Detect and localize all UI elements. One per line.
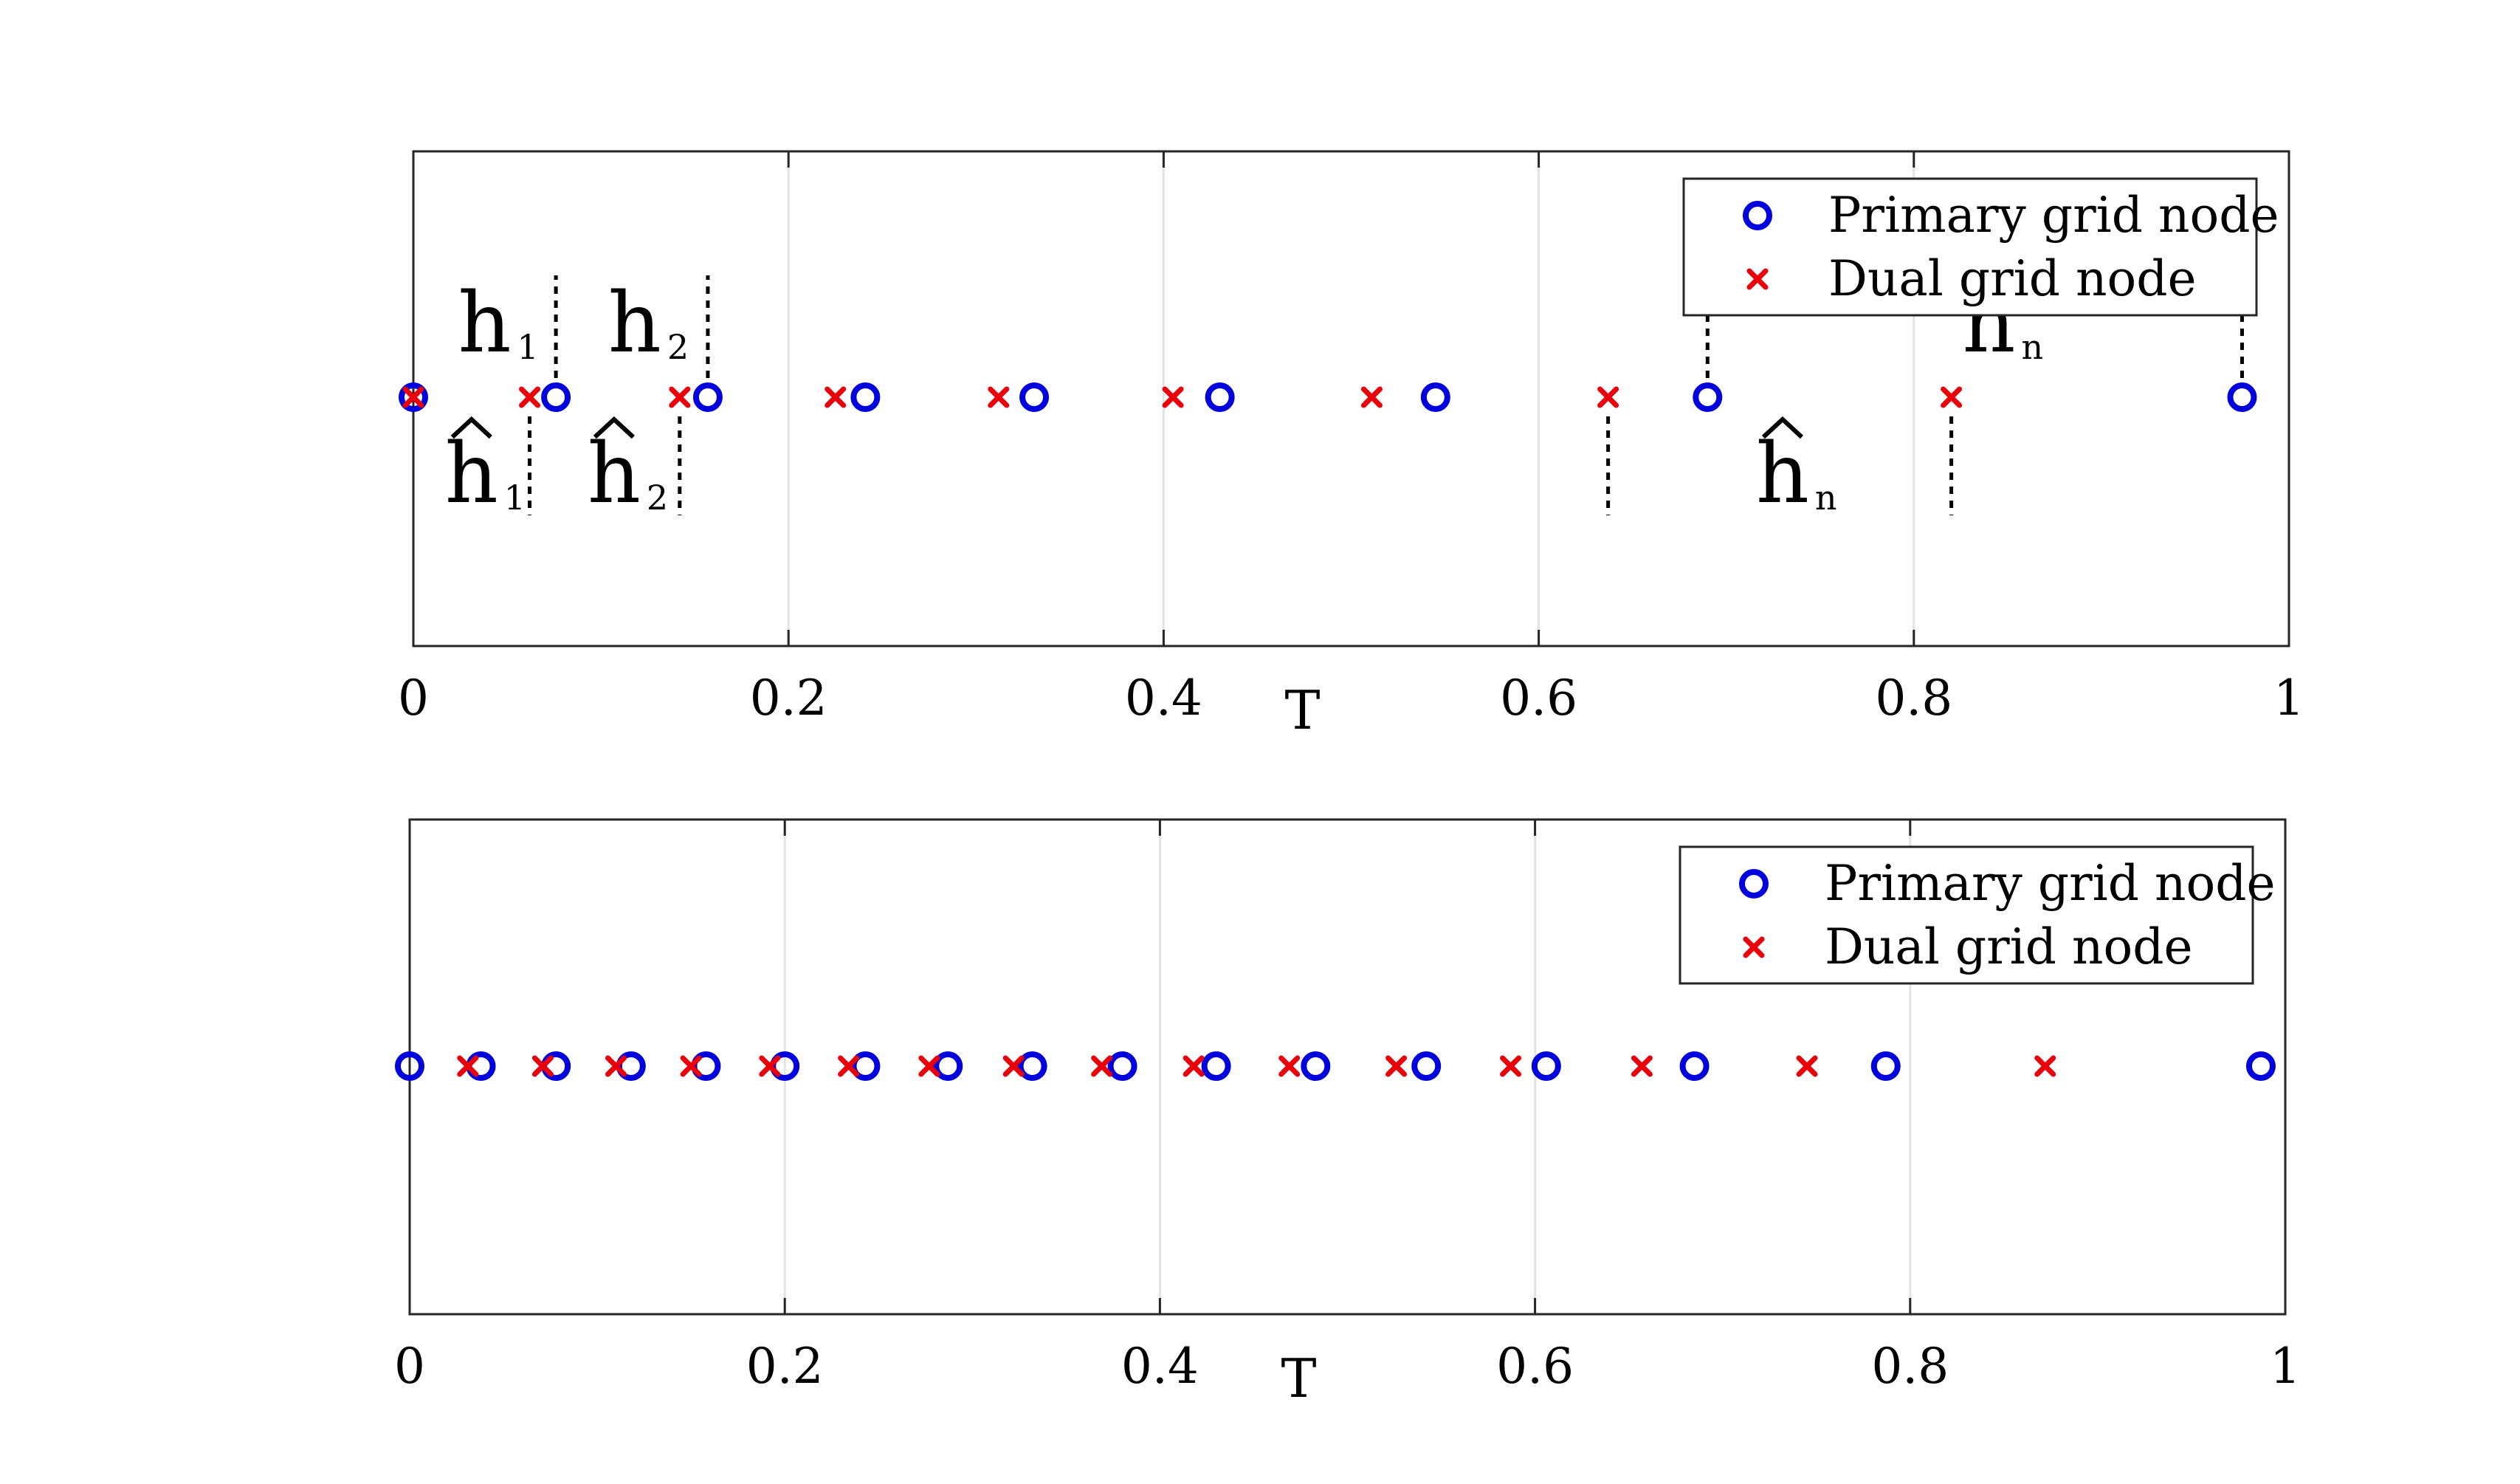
primary-node-marker xyxy=(1679,1051,1710,1081)
x-axis-label: T xyxy=(1284,679,1320,741)
x-tick-label: 0.2 xyxy=(746,1338,824,1395)
legend-entry-label: Dual grid node xyxy=(1828,250,2197,307)
dual-node-marker xyxy=(531,1055,554,1077)
dual-node-marker xyxy=(1597,386,1619,408)
primary-node-marker xyxy=(1693,382,1723,412)
primary-node-marker xyxy=(1017,1051,1047,1081)
primary-node-marker xyxy=(399,382,428,412)
legend-dual-icon xyxy=(1746,268,1769,290)
legend-entry-label: Dual grid node xyxy=(1825,918,2193,975)
dual-node-marker xyxy=(1385,1055,1408,1077)
dual-node-marker xyxy=(680,1055,702,1077)
h-label-subscript: n xyxy=(2021,327,2043,367)
primary-node-marker xyxy=(2245,1051,2276,1081)
primary-node-marker xyxy=(2227,382,2257,412)
dual-node-marker xyxy=(824,386,847,408)
hat-accent xyxy=(1761,416,1803,439)
legend-primary-icon xyxy=(1739,869,1769,899)
legend-box xyxy=(1679,845,2254,985)
dual-node-marker xyxy=(2034,1055,2056,1077)
x-tick-label: 0.6 xyxy=(1496,1338,1574,1395)
x-axis-label: T xyxy=(1281,1347,1316,1409)
x-tick-label: 0.8 xyxy=(1871,1338,1949,1395)
hat-accent xyxy=(593,416,635,439)
dual-node-marker xyxy=(838,1055,860,1077)
legend: Primary grid node Dual grid node xyxy=(1679,845,2276,985)
x-tick-label: 0.6 xyxy=(1500,670,1577,726)
h-label: h xyxy=(608,275,661,371)
dual-node-marker xyxy=(402,386,424,408)
primary-node-marker xyxy=(1870,1051,1901,1081)
dual-node-marker xyxy=(519,386,541,408)
legend-box xyxy=(1682,177,2258,317)
h-label-subscript: 1 xyxy=(517,327,539,367)
dual-node-marker xyxy=(988,386,1010,408)
dual-node-marker xyxy=(918,1055,940,1077)
x-tick-label: 0 xyxy=(394,1338,425,1395)
x-tick-label: 0.8 xyxy=(1875,670,1952,726)
dual-node-marker xyxy=(1941,386,1963,408)
x-tick-label: 1 xyxy=(2270,1338,2301,1395)
axes-box xyxy=(408,818,2287,1316)
h-hat-label: h xyxy=(588,426,641,522)
legend-primary-icon xyxy=(1743,201,1772,230)
primary-node-marker xyxy=(1531,1051,1561,1081)
primary-node-marker xyxy=(395,1051,424,1081)
h-label-subscript: 2 xyxy=(647,478,668,518)
x-tick-label: 0.2 xyxy=(750,670,827,726)
dual-node-marker xyxy=(1162,386,1184,408)
dual-node-marker xyxy=(1500,1055,1522,1077)
x-tick-label: 1 xyxy=(2273,670,2304,726)
primary-node-marker xyxy=(1019,382,1050,412)
primary-node-marker xyxy=(1205,382,1235,412)
h-label-subscript: 1 xyxy=(504,478,526,518)
dual-node-marker xyxy=(605,1055,627,1077)
primary-node-marker xyxy=(933,1051,963,1081)
dual-node-marker xyxy=(1002,1055,1025,1077)
dual-node-marker xyxy=(669,386,691,408)
x-tick-label: 0 xyxy=(398,670,429,726)
dual-node-marker xyxy=(1360,386,1383,408)
legend-entry-label: Primary grid node xyxy=(1825,855,2276,912)
dual-node-marker xyxy=(1631,1055,1653,1077)
dual-node-marker xyxy=(759,1055,781,1077)
hat-accent xyxy=(450,416,492,439)
primary-node-marker xyxy=(1107,1051,1137,1081)
h-label: h xyxy=(458,275,511,371)
h-hat-label: h xyxy=(1756,426,1809,522)
dual-node-marker xyxy=(1091,1055,1113,1077)
primary-node-marker xyxy=(850,1051,881,1081)
dual-node-marker xyxy=(457,1055,479,1077)
legend-dual-icon xyxy=(1743,936,1765,958)
primary-node-marker xyxy=(1420,382,1450,412)
h-hat-label: h xyxy=(445,426,498,522)
x-tick-label: 0.4 xyxy=(1121,1338,1199,1395)
primary-node-marker xyxy=(1411,1051,1442,1081)
primary-node-marker xyxy=(692,382,723,412)
legend-entry-label: Primary grid node xyxy=(1828,187,2279,244)
x-tick-label: 0.4 xyxy=(1125,670,1202,726)
chart-panel-bottom: 0 0.2 0.4 0.6 0.8 1 T Primary grid node Dual gri… xyxy=(394,818,2301,1409)
primary-node-marker xyxy=(541,382,571,412)
dual-node-marker xyxy=(1278,1055,1301,1077)
primary-node-marker xyxy=(1301,1051,1331,1081)
primary-node-marker xyxy=(850,382,881,412)
h-label-subscript: 2 xyxy=(667,327,689,367)
primary-node-marker xyxy=(1201,1051,1231,1081)
dual-node-marker xyxy=(1796,1055,1818,1077)
dual-node-marker xyxy=(1182,1055,1205,1077)
legend: Primary grid node Dual grid node xyxy=(1682,177,2279,317)
h-label-subscript: n xyxy=(1815,478,1837,518)
